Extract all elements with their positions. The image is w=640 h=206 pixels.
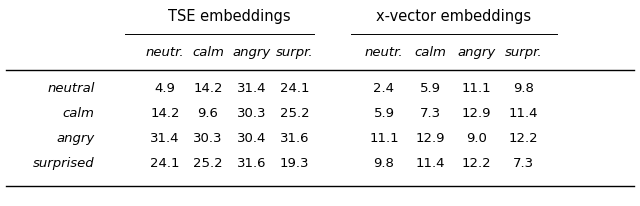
Text: 11.4: 11.4	[509, 107, 538, 119]
Text: surpr.: surpr.	[276, 46, 313, 59]
Text: 9.6: 9.6	[198, 107, 218, 119]
Text: angry: angry	[232, 46, 271, 59]
Text: 25.2: 25.2	[280, 107, 309, 119]
Text: 31.4: 31.4	[237, 82, 266, 95]
Text: calm: calm	[414, 46, 446, 59]
Text: calm: calm	[192, 46, 224, 59]
Text: 31.6: 31.6	[280, 131, 309, 144]
Text: 2.4: 2.4	[374, 82, 394, 95]
Text: 31.4: 31.4	[150, 131, 180, 144]
Text: 12.9: 12.9	[462, 107, 492, 119]
Text: angry: angry	[56, 131, 95, 144]
Text: neutr.: neutr.	[365, 46, 403, 59]
Text: x-vector embeddings: x-vector embeddings	[376, 9, 531, 23]
Text: TSE embeddings: TSE embeddings	[168, 9, 291, 23]
Text: surpr.: surpr.	[505, 46, 542, 59]
Text: 30.3: 30.3	[237, 107, 266, 119]
Text: 7.3: 7.3	[419, 107, 441, 119]
Text: 5.9: 5.9	[420, 82, 440, 95]
Text: 7.3: 7.3	[513, 156, 534, 169]
Text: 30.4: 30.4	[237, 131, 266, 144]
Text: 11.1: 11.1	[462, 82, 492, 95]
Text: 4.9: 4.9	[155, 82, 175, 95]
Text: neutral: neutral	[47, 82, 95, 95]
Text: 9.8: 9.8	[513, 82, 534, 95]
Text: 19.3: 19.3	[280, 156, 309, 169]
Text: 11.1: 11.1	[369, 131, 399, 144]
Text: 9.0: 9.0	[467, 131, 487, 144]
Text: 12.2: 12.2	[462, 156, 492, 169]
Text: 24.1: 24.1	[150, 156, 180, 169]
Text: 14.2: 14.2	[150, 107, 180, 119]
Text: 11.4: 11.4	[415, 156, 445, 169]
Text: 30.3: 30.3	[193, 131, 223, 144]
Text: 9.8: 9.8	[374, 156, 394, 169]
Text: 24.1: 24.1	[280, 82, 309, 95]
Text: 12.9: 12.9	[415, 131, 445, 144]
Text: 14.2: 14.2	[193, 82, 223, 95]
Text: 12.2: 12.2	[509, 131, 538, 144]
Text: angry: angry	[458, 46, 496, 59]
Text: 31.6: 31.6	[237, 156, 266, 169]
Text: surprised: surprised	[33, 156, 95, 169]
Text: 25.2: 25.2	[193, 156, 223, 169]
Text: neutr.: neutr.	[146, 46, 184, 59]
Text: calm: calm	[63, 107, 95, 119]
Text: 5.9: 5.9	[374, 107, 394, 119]
